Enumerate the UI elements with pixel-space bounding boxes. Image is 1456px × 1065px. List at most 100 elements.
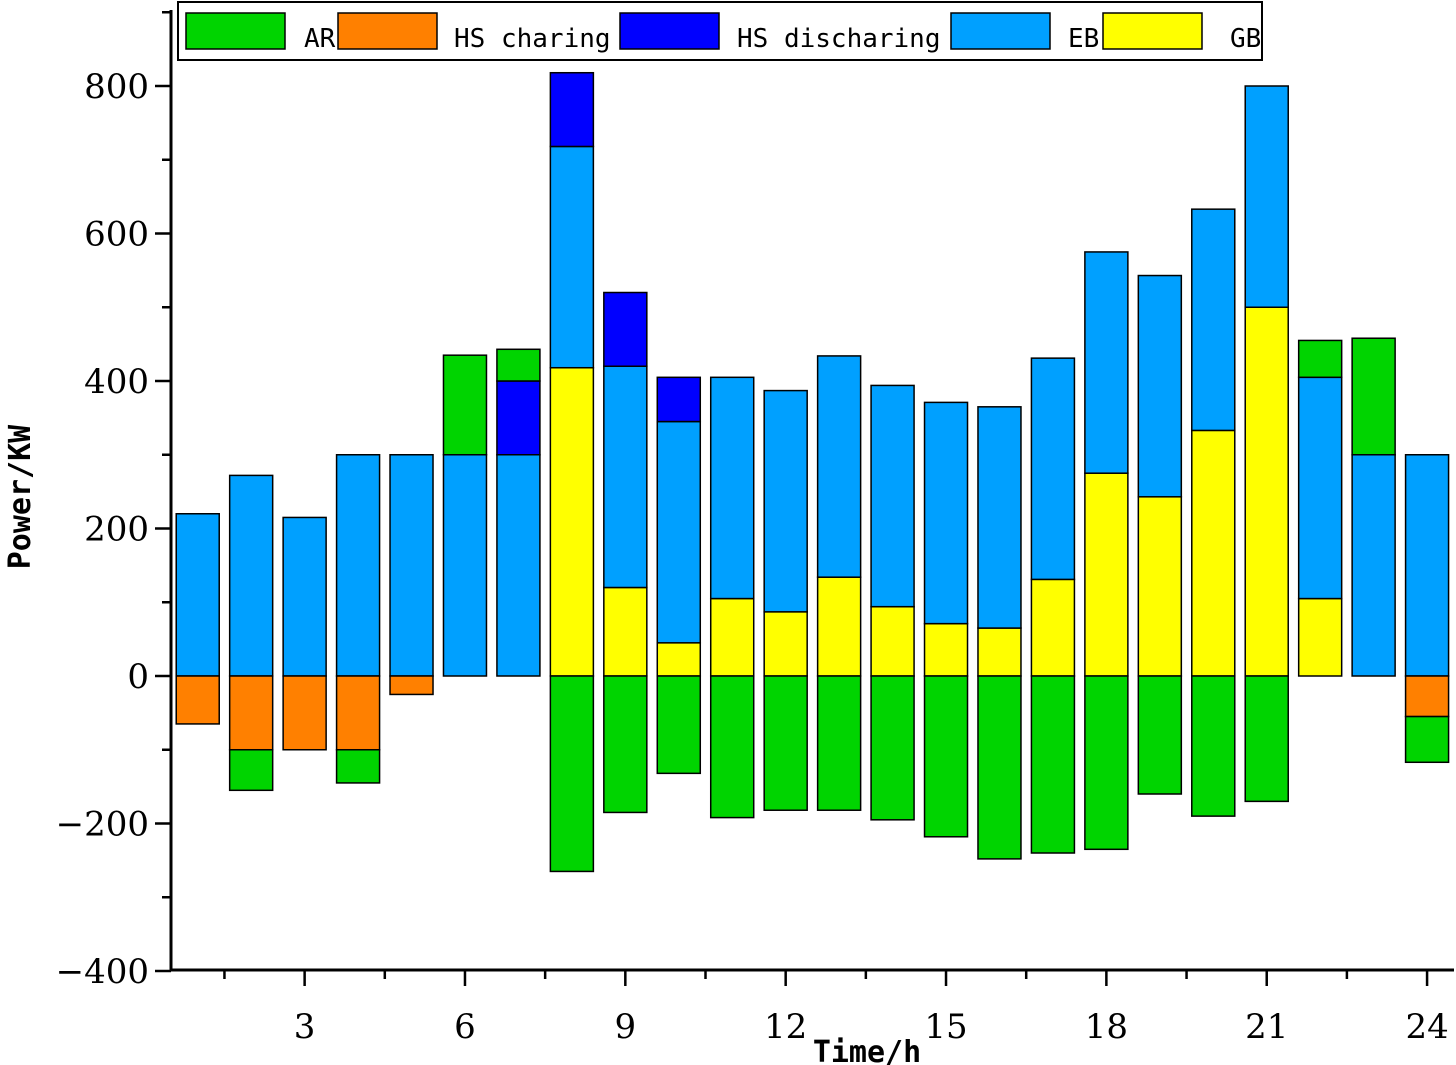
bar-eb-h3: [282, 516, 327, 677]
y-tick-label: −200: [56, 805, 149, 845]
bar-ar-h18: [1084, 675, 1129, 851]
bar-eb-h23: [1351, 454, 1396, 677]
bars-layer: [175, 71, 1450, 873]
bar-eb-h8: [549, 145, 595, 369]
bar-ar-h2: [228, 749, 274, 792]
bar-eb-h4: [335, 454, 381, 677]
bar-eb-h14: [870, 384, 915, 608]
bar-eb-h12: [763, 389, 808, 613]
bar-ar-h12: [763, 675, 808, 811]
bar-gb-h17: [1030, 578, 1076, 677]
bar-eb-h7: [496, 454, 541, 677]
bar-gb-h10: [656, 642, 702, 677]
bar-hs-charing-h3: [282, 675, 327, 751]
bar-eb-h9: [603, 365, 648, 589]
bar-hs-charing-h24: [1404, 675, 1450, 718]
bar-eb-h22: [1297, 376, 1343, 600]
x-tick-label: 15: [924, 1007, 967, 1047]
x-axis-title: Time/h: [813, 1035, 921, 1065]
bar-ar-h8: [549, 675, 595, 873]
y-tick-label: 400: [84, 362, 149, 402]
bar-gb-h20: [1191, 429, 1236, 677]
bar-ar-h4: [335, 749, 381, 784]
bar-ar-h16: [977, 675, 1022, 860]
bar-ar-h17: [1030, 675, 1076, 854]
legend-label-hs-discharing: HS discharing: [737, 24, 941, 54]
bar-gb-h11: [709, 597, 755, 677]
y-tick-label: 600: [84, 215, 149, 255]
bar-ar-h14: [870, 675, 915, 821]
bar-gb-h13: [816, 576, 862, 677]
legend-swatch-eb: [950, 12, 1051, 50]
bar-ar-h10: [656, 675, 702, 775]
x-tick-label: 24: [1405, 1007, 1448, 1047]
bar-eb-h24: [1404, 454, 1450, 677]
y-axis-ticks: −400 −200 0 200 400 600 800: [56, 11, 171, 992]
x-tick-label: 21: [1245, 1007, 1288, 1047]
y-tick-label: 800: [84, 67, 149, 107]
bar-gb-h21: [1244, 306, 1289, 677]
bar-eb-h17: [1030, 357, 1076, 581]
bar-hs-discharing-h7: [496, 380, 541, 456]
bar-ar-h11: [709, 675, 755, 819]
legend-swatch-gb: [1102, 12, 1203, 50]
x-tick-label: 6: [454, 1007, 476, 1047]
bar-eb-h13: [816, 355, 862, 578]
bar-eb-h10: [656, 420, 702, 644]
bar-gb-h9: [603, 586, 648, 677]
bar-ar-h15: [923, 675, 969, 838]
axes-layer: −400 −200 0 200 400 600 800 3 6 9 12 15 18 21 24: [56, 10, 1454, 1047]
bar-eb-h2: [228, 474, 274, 677]
bar-ar-h19: [1137, 675, 1183, 795]
bar-gb-h19: [1137, 496, 1183, 677]
legend-label-ar: AR: [304, 24, 336, 54]
bar-gb-h15: [923, 622, 969, 677]
legend-swatch-hs-charing: [337, 12, 438, 50]
bar-hs-charing-h2: [228, 675, 274, 751]
bar-ar-h23: [1351, 337, 1396, 456]
legend-swatch-ar: [185, 12, 286, 50]
bar-eb-h16: [977, 406, 1022, 629]
bar-eb-h1: [175, 513, 220, 677]
bar-eb-h18: [1084, 251, 1129, 474]
bar-hs-charing-h1: [175, 675, 220, 725]
bar-hs-charing-h5: [389, 675, 434, 696]
bar-eb-h21: [1244, 85, 1289, 308]
bar-ar-h7: [496, 348, 541, 382]
x-tick-label: 18: [1085, 1007, 1128, 1047]
legend-swatch-hs-discharing: [619, 12, 720, 50]
bar-eb-h6: [442, 454, 488, 677]
bar-ar-h13: [816, 675, 862, 811]
bar-ar-h22: [1297, 339, 1343, 379]
bar-hs-discharing-h8: [549, 71, 595, 148]
legend-label-eb: EB: [1068, 24, 1099, 54]
bar-ar-h21: [1244, 675, 1289, 803]
y-tick-label: 0: [127, 657, 149, 697]
bar-gb-h12: [763, 611, 808, 677]
x-tick-label: 3: [294, 1007, 316, 1047]
bar-hs-discharing-h10: [656, 376, 702, 423]
bar-gb-h14: [870, 605, 915, 677]
bar-hs-charing-h4: [335, 675, 381, 751]
bar-ar-h20: [1191, 675, 1236, 817]
y-tick-label: 200: [84, 510, 149, 550]
x-axis-ticks: 3 6 9 12 15 18 21 24: [223, 970, 1449, 1047]
x-tick-label: 12: [764, 1007, 807, 1047]
bar-ar-h9: [603, 675, 648, 814]
bar-gb-h22: [1297, 597, 1343, 677]
bar-eb-h11: [709, 376, 755, 600]
bar-ar-h24: [1404, 715, 1450, 764]
x-tick-label: 9: [615, 1007, 637, 1047]
bar-gb-h16: [977, 627, 1022, 677]
legend-label-hs-charing: HS charing: [454, 24, 611, 54]
y-tick-label: −400: [56, 952, 149, 992]
bar-gb-h8: [549, 366, 595, 677]
bar-eb-h20: [1191, 208, 1236, 432]
legend-label-gb: GB: [1230, 24, 1261, 54]
legend: AR HS charing HS discharing EB GB: [177, 1, 1263, 61]
bar-eb-h5: [389, 454, 434, 677]
bar-eb-h19: [1137, 274, 1183, 498]
y-axis-title: Power/KW: [3, 424, 38, 569]
bar-ar-h6: [442, 354, 488, 456]
